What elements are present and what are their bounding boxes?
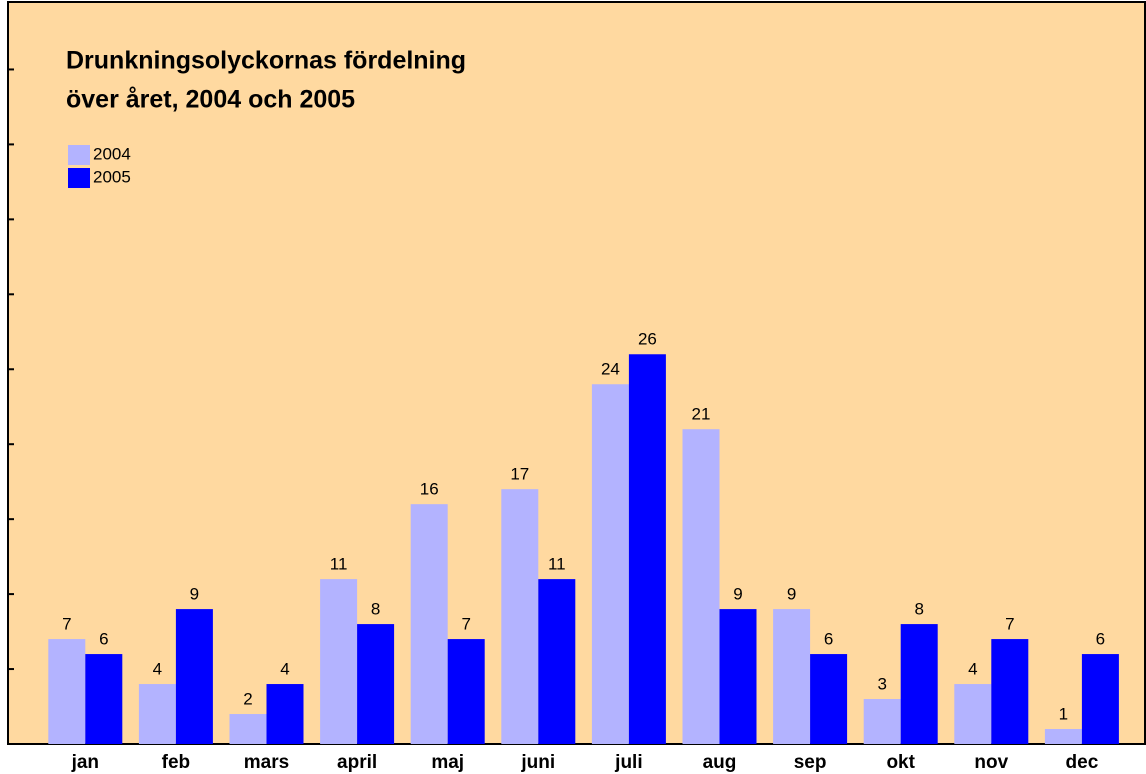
value-label: 3 [877,675,886,694]
value-label: 9 [190,585,199,604]
bar [85,654,123,744]
value-label: 11 [548,555,566,574]
legend-label: 2004 [93,144,131,163]
value-label: 2 [243,690,252,709]
value-label: 17 [510,465,529,484]
bar [538,579,576,744]
bar [900,624,938,744]
x-tick-label: dec [1066,752,1099,773]
value-label: 6 [1096,630,1105,649]
bar [410,504,448,744]
legend-swatch [68,168,90,188]
legend-swatch [68,145,90,165]
x-tick-label: maj [431,752,464,773]
bar [229,714,267,744]
value-label: 7 [62,615,71,634]
value-label: 9 [733,585,742,604]
bar [447,639,485,744]
value-label: 16 [420,480,439,499]
value-label: 7 [461,615,470,634]
chart-title: över året, 2004 och 2005 [66,86,355,114]
value-label: 24 [601,360,620,379]
x-tick-label: nov [974,752,1008,773]
bar [138,684,176,744]
value-label: 4 [968,660,977,679]
bar [357,624,395,744]
x-tick-label: mars [244,752,289,773]
value-label: 9 [787,585,796,604]
x-tick-label: aug [703,752,737,773]
x-tick-label: okt [886,752,915,773]
bar [682,429,720,744]
bar [954,684,992,744]
value-label: 4 [153,660,162,679]
value-label: 11 [330,555,348,574]
bar [773,609,811,744]
value-label: 7 [1005,615,1014,634]
x-tick-label: juli [614,752,642,773]
x-tick-label: sep [794,752,827,773]
value-label: 6 [824,630,833,649]
bar [810,654,848,744]
value-label: 8 [371,600,380,619]
bar [501,489,539,744]
bar [628,354,666,744]
bar [266,684,304,744]
bar [991,639,1029,744]
value-label: 21 [692,405,711,424]
value-label: 26 [638,330,657,349]
bar [1044,729,1082,744]
legend-label: 2005 [93,167,131,186]
bar [863,699,901,744]
x-tick-label: feb [162,752,191,773]
value-label: 6 [99,630,108,649]
x-tick-label: april [337,752,377,773]
bar [719,609,757,744]
x-tick-label: juni [520,752,555,773]
value-label: 8 [914,600,923,619]
bar [175,609,213,744]
value-label: 1 [1059,704,1068,723]
bar [48,639,86,744]
bar [1081,654,1119,744]
x-tick-label: jan [71,752,99,773]
value-label: 4 [280,660,289,679]
bar [320,579,358,744]
bar [591,384,629,744]
chart-title: Drunkningsolyckornas fördelning [66,47,466,75]
